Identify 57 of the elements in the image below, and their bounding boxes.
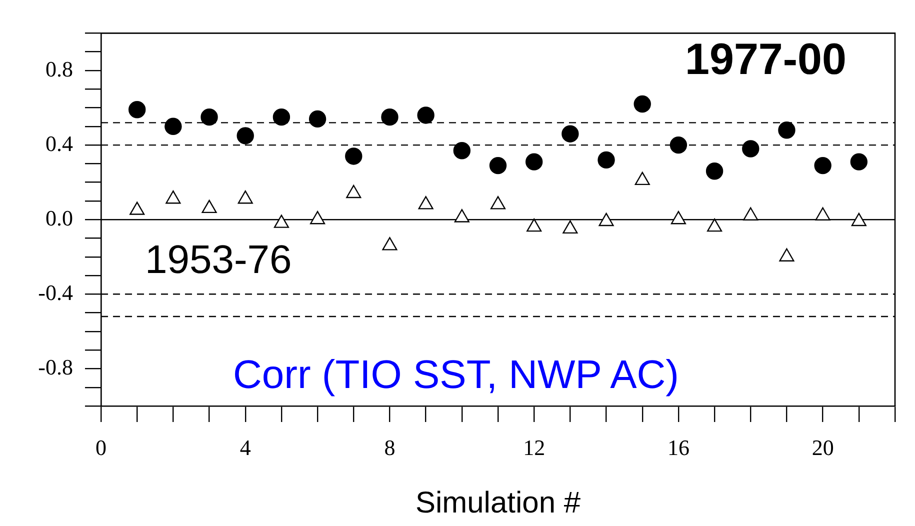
point xyxy=(382,237,398,250)
point xyxy=(130,202,145,215)
point xyxy=(670,211,686,224)
x-tick-label: 12 xyxy=(523,434,546,460)
point xyxy=(200,108,218,126)
point xyxy=(562,220,578,234)
x-tick-label: 8 xyxy=(384,434,396,460)
y-tick-label: -0.4 xyxy=(38,280,73,305)
point xyxy=(815,207,830,220)
point xyxy=(851,212,866,226)
point xyxy=(489,156,507,174)
point xyxy=(490,196,506,210)
point xyxy=(525,153,543,170)
x-tick-label: 4 xyxy=(240,434,251,460)
x-axis-title: Simulation # xyxy=(415,486,581,520)
point xyxy=(562,125,579,142)
point xyxy=(418,196,434,210)
y-tick-label: 0.4 xyxy=(46,130,73,156)
point xyxy=(128,101,146,118)
x-tick-label: 20 xyxy=(812,434,834,460)
point xyxy=(166,190,181,204)
point xyxy=(202,200,217,214)
point xyxy=(707,218,722,232)
point xyxy=(454,209,470,222)
point xyxy=(346,184,362,198)
point xyxy=(706,162,724,180)
x-tick-label: 0 xyxy=(96,434,106,460)
x-tick-label: 16 xyxy=(667,434,690,460)
point xyxy=(417,106,434,124)
point xyxy=(164,118,182,135)
point xyxy=(814,156,832,174)
point xyxy=(742,140,760,158)
point xyxy=(381,108,398,126)
point xyxy=(526,218,542,232)
point xyxy=(308,110,326,128)
point xyxy=(850,153,868,170)
point xyxy=(238,190,253,204)
point xyxy=(236,127,254,144)
y-tick-label: 0.0 xyxy=(46,205,73,230)
point xyxy=(345,148,362,165)
point xyxy=(634,95,651,113)
point xyxy=(634,172,650,186)
y-tick-label: -0.8 xyxy=(38,354,73,380)
point xyxy=(778,122,796,139)
annotation: 1977-00 xyxy=(685,35,846,84)
point xyxy=(274,214,289,228)
point xyxy=(670,136,688,154)
point xyxy=(453,142,471,160)
annotation: 1953-76 xyxy=(145,238,292,282)
point xyxy=(272,108,290,126)
point xyxy=(598,151,615,169)
point xyxy=(743,207,758,220)
annotation: Corr (TIO SST, NWP AC) xyxy=(233,353,679,397)
point xyxy=(310,211,326,224)
point xyxy=(598,212,614,226)
y-tick-label: 0.8 xyxy=(46,56,73,82)
point xyxy=(779,248,794,262)
